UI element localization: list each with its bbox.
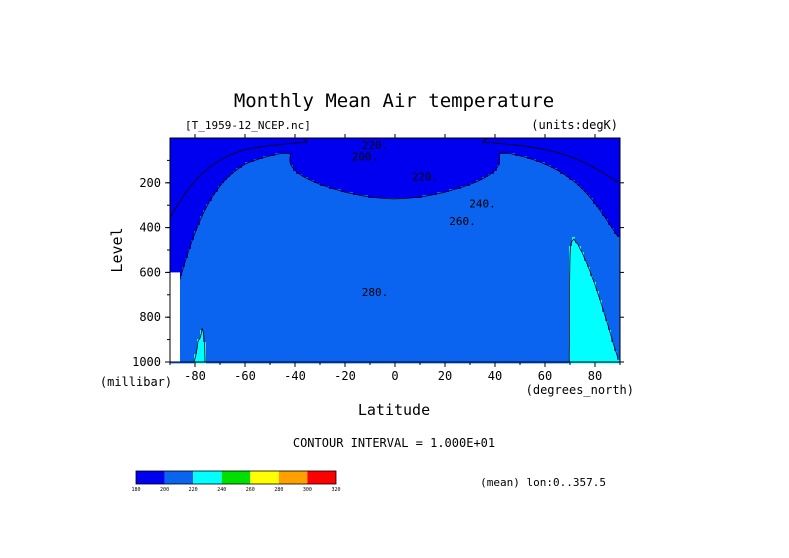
x-tick-label: 60 xyxy=(538,369,552,383)
contour-label-2: 220. xyxy=(412,170,439,183)
contour-lines xyxy=(169,137,619,363)
colorbar-label: 240 xyxy=(217,487,226,493)
plot-area: 200.220.220.240.260.280. xyxy=(169,137,621,364)
y-tick-label: 600 xyxy=(139,265,161,279)
x-tick-label: -20 xyxy=(334,369,356,383)
contour-label-1: 220. xyxy=(362,139,389,152)
colorbar-swatch xyxy=(193,471,222,484)
contour-label-3: 240. xyxy=(469,197,496,210)
colorbar-label: 280 xyxy=(274,487,283,493)
x-tick-label: 0 xyxy=(391,369,398,383)
x-tick-label: 20 xyxy=(438,369,452,383)
colorbar-swatch xyxy=(250,471,279,484)
contour-label-5: 280. xyxy=(362,286,389,299)
x-tick-label: -40 xyxy=(284,369,306,383)
colorbar-label: 200 xyxy=(160,487,169,493)
y-axis-label: Level xyxy=(108,227,126,272)
colorbar-label: 220 xyxy=(189,487,198,493)
missing-data-region-0 xyxy=(170,272,180,362)
contour-label-0: 200. xyxy=(352,150,379,163)
contour-label-4: 260. xyxy=(449,215,476,228)
colorbar-swatch xyxy=(307,471,336,484)
x-tick-label: 40 xyxy=(488,369,502,383)
y-tick-label: 800 xyxy=(139,310,161,324)
y-axis-units: (millibar) xyxy=(100,375,172,389)
colorbar-label: 260 xyxy=(246,487,255,493)
x-axis-label: Latitude xyxy=(358,401,430,419)
x-tick-label: -60 xyxy=(234,369,256,383)
colorbar-swatch xyxy=(136,471,165,484)
chart-title: Monthly Mean Air temperature xyxy=(234,90,554,112)
colorbar-swatch xyxy=(164,471,194,484)
colorbar-frame xyxy=(135,470,337,485)
x-tick-label: 80 xyxy=(588,369,602,383)
units-label: (units:degK) xyxy=(531,118,618,132)
x-axis-units: (degrees_north) xyxy=(526,383,634,397)
colorbar: 180 200 220 240 260 280 300 320 xyxy=(131,470,341,493)
x-tick-label: -80 xyxy=(184,369,206,383)
y-tick-label: 400 xyxy=(139,221,161,235)
y-tick-label: 1000 xyxy=(132,355,161,369)
contour-interval-text: CONTOUR INTERVAL = 1.000E+01 xyxy=(293,436,495,450)
colorbar-label: 180 xyxy=(131,487,140,493)
colorbar-swatch xyxy=(278,471,308,484)
y-axis-ticks: 200 400 600 800 1000 xyxy=(132,159,624,369)
file-label: [T_1959-12_NCEP.nc] xyxy=(185,119,311,132)
colorbar-label: 300 xyxy=(303,487,312,493)
filled-contours xyxy=(170,138,621,364)
colorbar-label: 320 xyxy=(331,487,340,493)
x-axis-ticks: -80 -60 -40 -20 0 20 40 60 80 xyxy=(169,134,621,383)
contour-line-180 xyxy=(169,137,619,218)
y-tick-label: 200 xyxy=(139,176,161,190)
longitude-footnote: (mean) lon:0..357.5 xyxy=(480,476,606,489)
colorbar-swatch xyxy=(221,471,251,484)
